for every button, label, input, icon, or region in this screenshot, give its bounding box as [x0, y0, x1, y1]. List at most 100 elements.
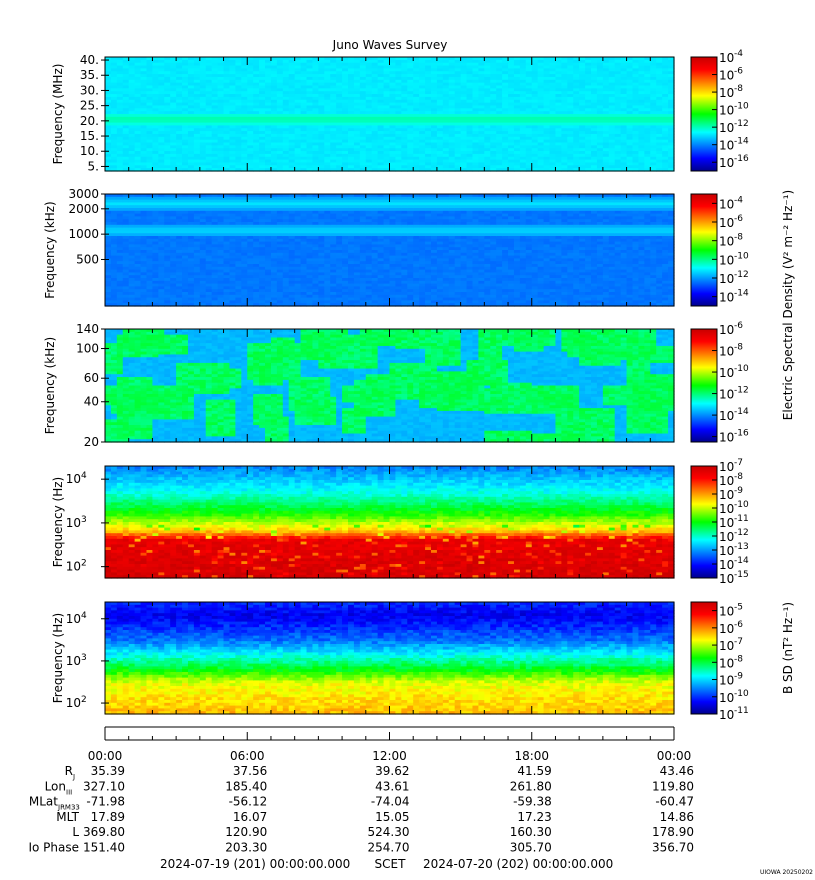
spectrogram-cell [211, 216, 219, 220]
spectrogram-cell [502, 96, 509, 101]
spectrogram-cell [389, 108, 397, 112]
spectrogram-cell [288, 88, 296, 92]
spectrogram-cell [484, 128, 491, 132]
spectrogram-cell [193, 76, 201, 81]
spectrogram-cell [146, 74, 154, 78]
spectrogram-cell [336, 133, 343, 138]
spectrogram-cell [389, 85, 397, 89]
spectrogram-cell [573, 168, 580, 172]
spectrogram-cell [170, 255, 177, 259]
spectrogram-cell [567, 119, 574, 124]
spectrogram-cell [211, 122, 219, 126]
spectrogram-cell [395, 68, 402, 72]
spectrogram-cell [229, 213, 236, 217]
spectrogram-cell [122, 272, 130, 276]
spectrogram-cell [668, 111, 675, 115]
spectrogram-cell [247, 116, 254, 121]
spectrogram-cell [549, 79, 557, 84]
spectrogram-cell [496, 133, 503, 138]
spectrogram-cell [561, 142, 568, 146]
spectrogram-cell [282, 57, 290, 61]
spectrogram-cell [614, 133, 622, 138]
spectrogram-cell [573, 59, 580, 64]
spectrogram-cell [105, 162, 112, 166]
spectrogram-cell [549, 74, 557, 78]
spectrogram-cell [561, 119, 568, 124]
spectrogram-cell [152, 74, 159, 78]
spectrogram-cell [579, 156, 586, 161]
spectrogram-cell [668, 162, 675, 166]
spectrogram-cell [502, 145, 509, 149]
spectrogram-cell [662, 116, 669, 121]
spectrogram-cell [170, 133, 177, 138]
spectrogram-cell [401, 133, 408, 138]
spectrogram-cell [146, 128, 154, 132]
spectrogram-cell [324, 142, 331, 146]
spectrogram-cell [105, 125, 112, 129]
spectrogram-cell [146, 280, 154, 285]
spectrogram-cell [454, 145, 462, 149]
spectrogram-cell [128, 105, 136, 109]
spectrogram-cell [537, 168, 545, 172]
spectrogram-cell [247, 148, 254, 152]
spectrogram-cell [638, 156, 645, 161]
spectrogram-cell [472, 116, 480, 121]
spectrogram-cell [614, 168, 622, 172]
spectrogram-cell [401, 82, 408, 87]
spectrogram-cell [537, 111, 545, 115]
spectrogram-cell [543, 79, 551, 84]
spectrogram-cell [561, 102, 568, 107]
spectrogram-cell [508, 71, 515, 75]
spectrogram-cell [247, 278, 254, 282]
spectrogram-cell [348, 82, 355, 87]
spectrogram-cell [668, 131, 675, 135]
spectrogram-cell [502, 168, 509, 172]
spectrogram-cell [211, 156, 219, 161]
spectrogram-cell [235, 289, 242, 293]
spectrogram-cell [478, 114, 485, 118]
spectrogram-cell [632, 136, 640, 141]
spectrogram-cell [348, 168, 355, 172]
spectrogram-cell [407, 91, 414, 95]
spectrogram-cell [105, 205, 112, 209]
spectrogram-cell [496, 76, 503, 81]
spectrogram-cell [460, 85, 468, 89]
spectrogram-cell [217, 99, 225, 104]
spectrogram-cell [561, 85, 568, 89]
spectrogram-cell [496, 151, 503, 155]
spectrogram-cell [223, 222, 231, 226]
spectrogram-cell [122, 261, 130, 265]
spectrogram-cell [371, 128, 379, 132]
spectrogram-cell [395, 133, 402, 138]
spectrogram-cell [217, 216, 225, 220]
spectrogram-cell [472, 82, 480, 87]
spectrogram-cell [353, 151, 361, 155]
spectrogram-cell [205, 85, 213, 89]
spectrogram-cell [525, 122, 533, 126]
spectrogram-cell [543, 131, 551, 135]
spectrogram-cell [247, 156, 254, 161]
spectrogram-cell [170, 91, 177, 95]
spectrogram-cell [253, 233, 260, 237]
spectrogram-cell [359, 151, 367, 155]
spectrogram-cell [146, 114, 154, 118]
spectrogram-cell [223, 224, 231, 229]
spectrogram-cell [122, 300, 130, 304]
spectrogram-cell [632, 125, 640, 129]
spectrogram-cell [193, 91, 201, 95]
spectrogram-cell [454, 96, 462, 101]
spectrogram-cell [614, 102, 622, 107]
spectrogram-cell [270, 142, 278, 146]
spectrogram-cell [508, 139, 515, 144]
spectrogram-cell [425, 125, 432, 129]
spectrogram-cell [241, 275, 248, 279]
spectrogram-cell [318, 114, 325, 118]
spectrogram-cell [318, 96, 325, 101]
spectrogram-cell [342, 159, 349, 164]
spectrogram-cell [193, 275, 201, 279]
spectrogram-cell [371, 68, 379, 72]
spectrogram-cell [602, 68, 610, 72]
spectrogram-cell [596, 119, 604, 124]
spectrogram-cell [519, 136, 527, 141]
spectrogram-cell [205, 275, 213, 279]
